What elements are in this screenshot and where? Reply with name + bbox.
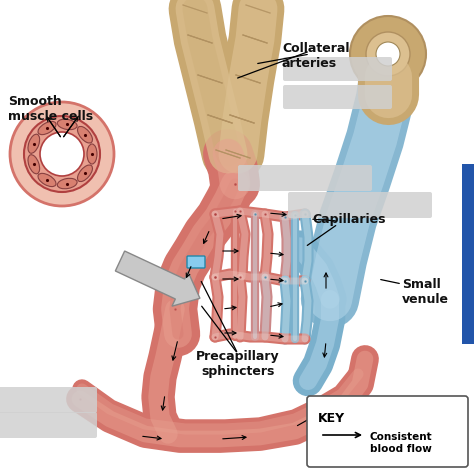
Ellipse shape	[57, 179, 77, 189]
Ellipse shape	[38, 122, 56, 135]
FancyBboxPatch shape	[307, 396, 468, 467]
FancyBboxPatch shape	[283, 58, 392, 82]
Ellipse shape	[77, 127, 92, 144]
Text: Capillaries: Capillaries	[312, 213, 385, 226]
Ellipse shape	[87, 145, 97, 165]
FancyArrow shape	[115, 251, 200, 307]
Text: Collateral
arteries: Collateral arteries	[282, 42, 349, 70]
Text: KEY: KEY	[318, 411, 345, 424]
Circle shape	[366, 33, 410, 77]
Ellipse shape	[57, 120, 77, 130]
Bar	[462, 165, 474, 344]
Circle shape	[10, 103, 114, 207]
Ellipse shape	[28, 155, 40, 174]
Circle shape	[24, 117, 100, 193]
Text: Precapillary
sphincters: Precapillary sphincters	[196, 349, 280, 377]
Text: Smooth
muscle cells: Smooth muscle cells	[8, 95, 93, 123]
Text: Small
venule: Small venule	[402, 278, 449, 306]
Circle shape	[40, 133, 84, 177]
FancyBboxPatch shape	[0, 412, 97, 438]
Circle shape	[350, 17, 426, 93]
Ellipse shape	[38, 174, 56, 187]
Circle shape	[376, 43, 400, 67]
Ellipse shape	[77, 166, 92, 182]
FancyBboxPatch shape	[238, 166, 372, 192]
Ellipse shape	[28, 135, 40, 154]
FancyBboxPatch shape	[187, 257, 205, 268]
FancyBboxPatch shape	[0, 387, 97, 413]
FancyBboxPatch shape	[283, 86, 392, 110]
Text: Consistent
blood flow: Consistent blood flow	[370, 431, 433, 453]
FancyBboxPatch shape	[288, 193, 432, 218]
